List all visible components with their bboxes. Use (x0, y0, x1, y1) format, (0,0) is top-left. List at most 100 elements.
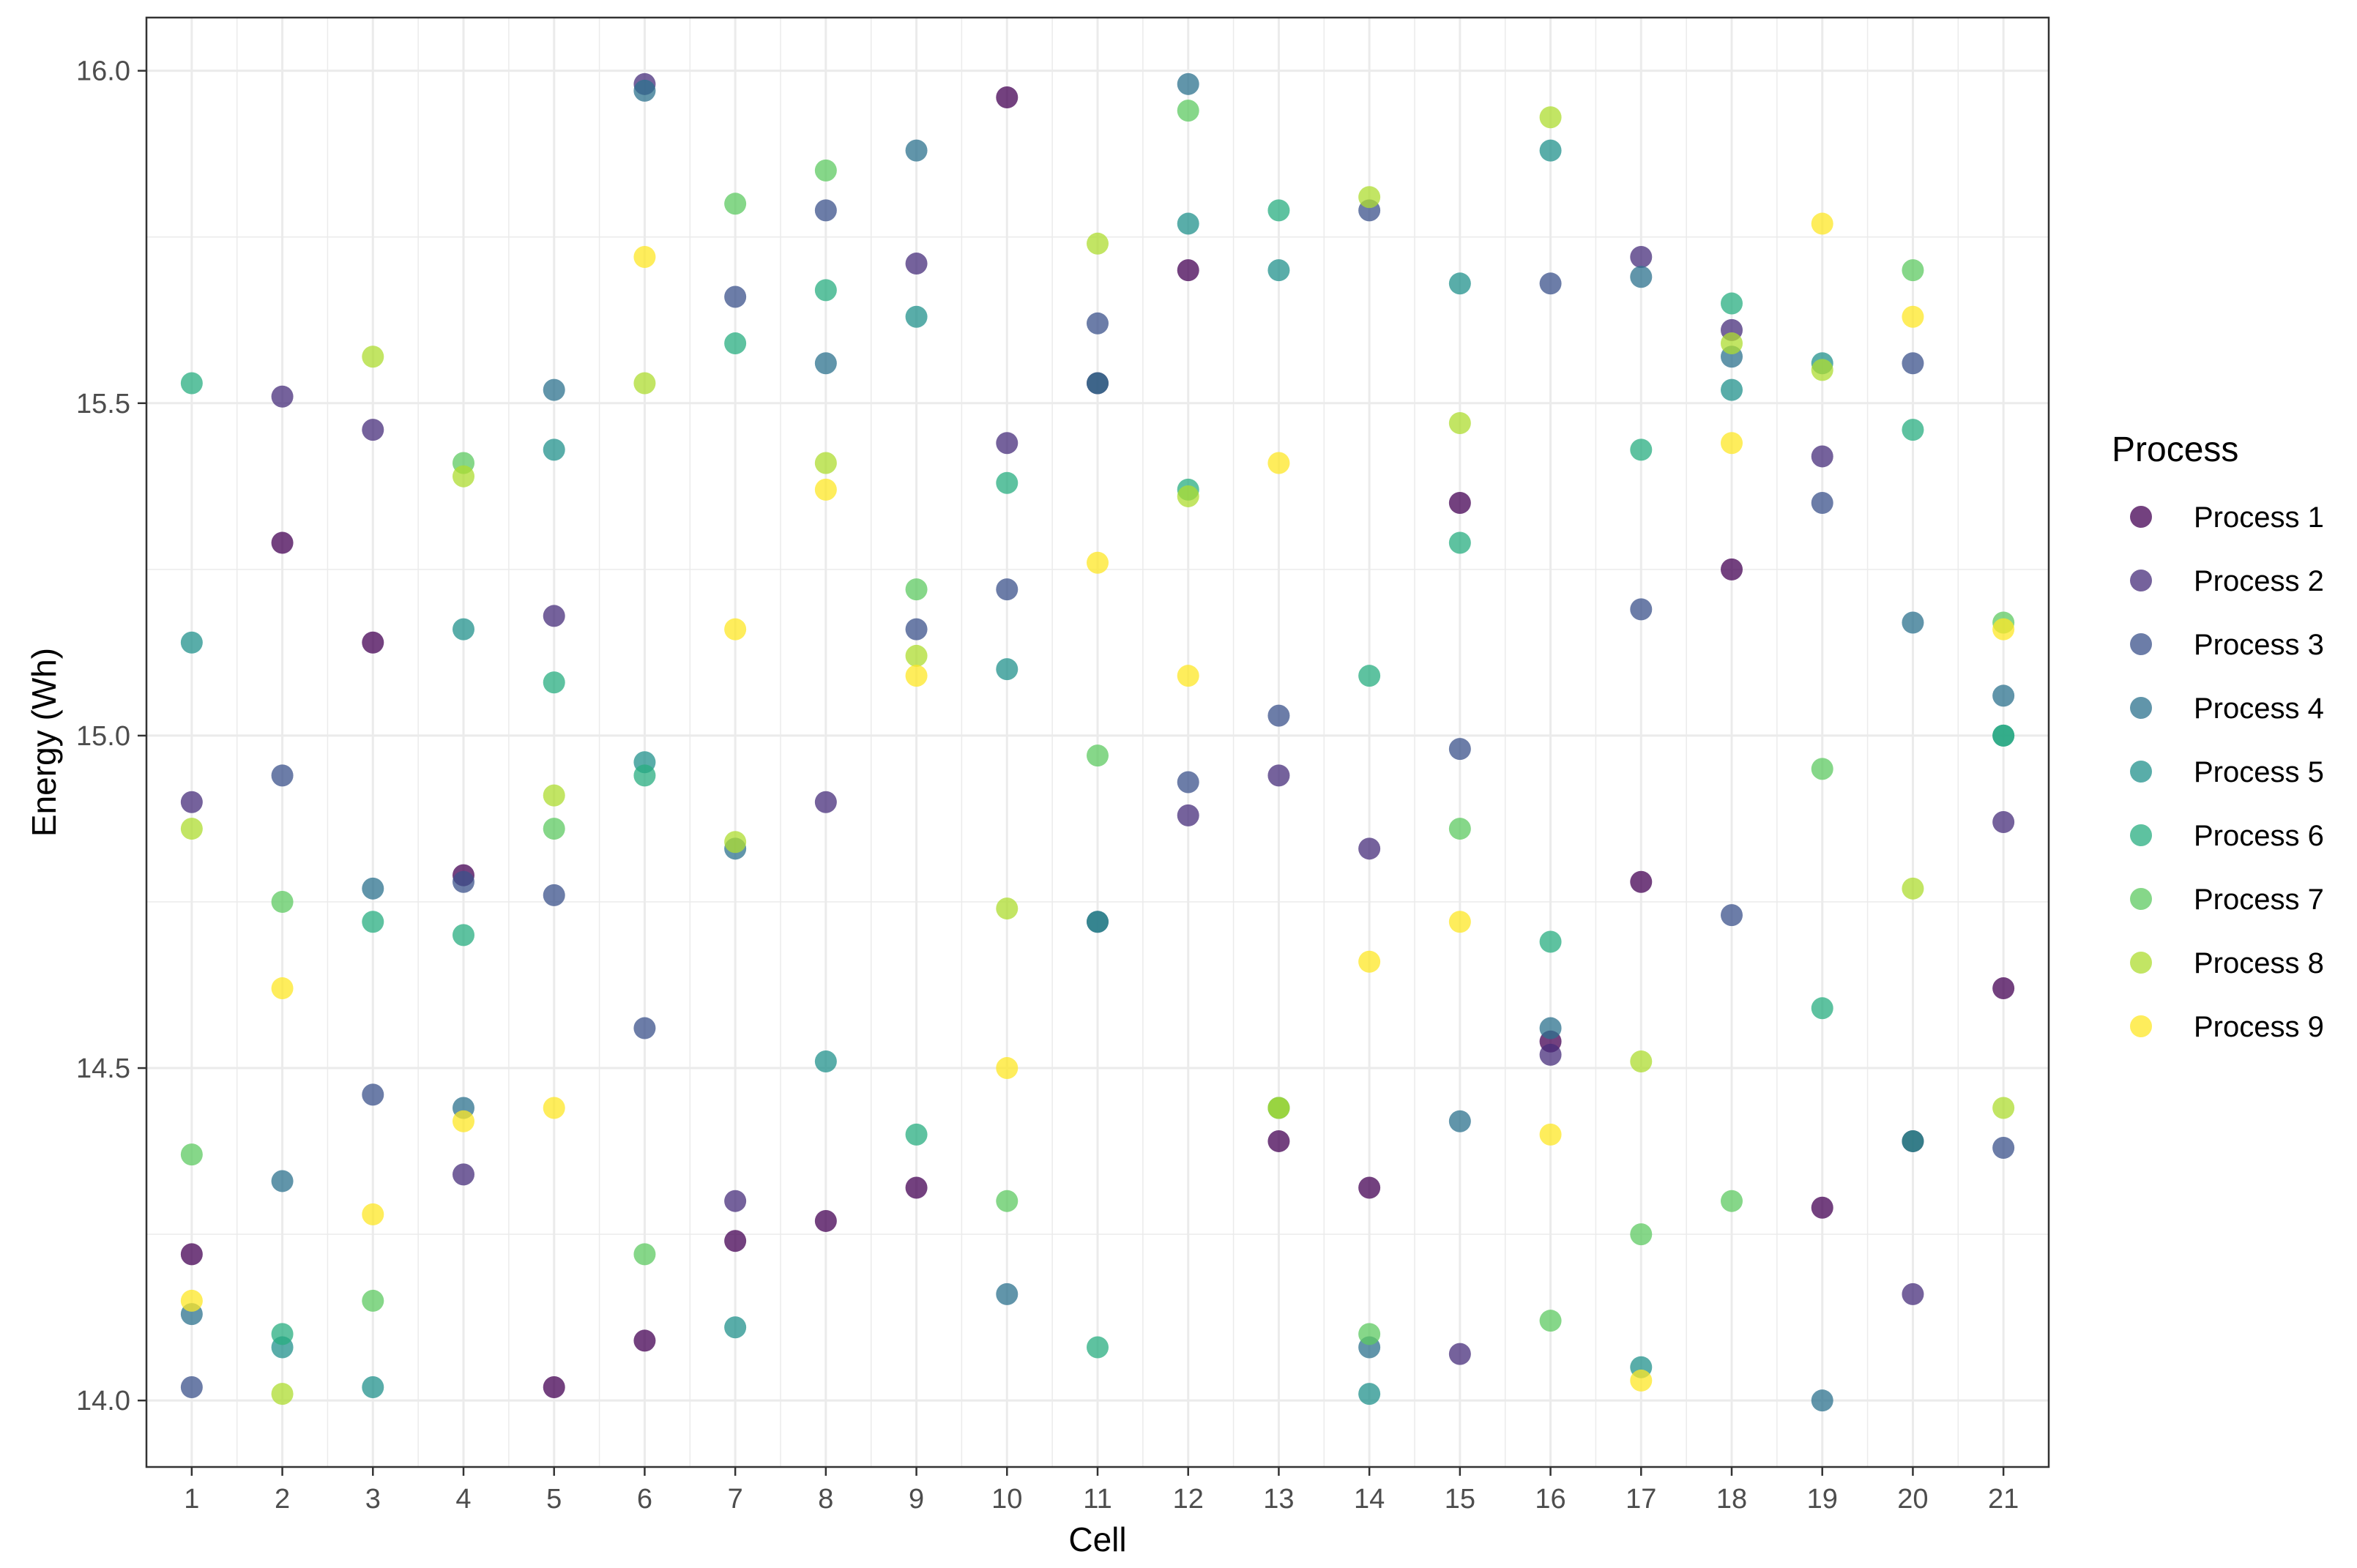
data-point (1539, 1043, 1562, 1066)
data-point (453, 1110, 474, 1132)
data-point (1902, 1283, 1924, 1305)
data-point (1267, 1130, 1290, 1152)
data-point (362, 346, 384, 368)
legend-items: Process 1 Process 2 Process 3 Process 4 Proc… (2130, 501, 2324, 1043)
data-point (1448, 911, 1471, 933)
data-point (724, 1316, 747, 1339)
data-point (180, 1143, 203, 1166)
data-point (633, 1329, 656, 1352)
data-point (1992, 684, 2015, 707)
data-point (271, 1170, 294, 1192)
data-point (996, 1057, 1019, 1080)
legend-swatch (2130, 824, 2152, 846)
y-axis-title: Energy (Wh) (25, 648, 63, 837)
data-point (1811, 212, 1833, 235)
data-point (362, 1083, 384, 1106)
data-point (180, 372, 203, 395)
data-point (814, 199, 837, 222)
legend-swatch (2130, 952, 2152, 974)
x-tick-label: 8 (818, 1484, 833, 1515)
data-point (1448, 1110, 1471, 1132)
data-point (1267, 452, 1290, 474)
legend-swatch (2130, 697, 2152, 719)
data-point (1992, 618, 2015, 641)
data-point (453, 870, 474, 893)
data-point (1811, 1196, 1833, 1219)
data-point (543, 378, 565, 401)
data-point (271, 1323, 294, 1345)
data-point (996, 897, 1019, 920)
data-point (1721, 332, 1743, 355)
x-tick-label: 11 (1083, 1484, 1112, 1515)
data-point (1721, 432, 1743, 455)
data-point (1630, 438, 1653, 461)
data-point (543, 884, 565, 906)
data-point (1811, 997, 1833, 1020)
data-point (1902, 259, 1924, 282)
data-point (905, 618, 928, 641)
data-point (814, 478, 837, 501)
legend-swatch (2130, 633, 2152, 655)
data-point (814, 1050, 837, 1072)
data-point (1267, 1097, 1290, 1119)
data-point (1811, 492, 1833, 515)
data-point (362, 419, 384, 441)
data-point (996, 658, 1019, 681)
data-point (1087, 1336, 1109, 1359)
data-point (905, 1123, 928, 1146)
x-tick-label: 2 (275, 1484, 290, 1515)
x-tick-label: 12 (1173, 1484, 1204, 1515)
data-point (1721, 558, 1743, 580)
data-point (905, 139, 928, 162)
x-tick-label: 16 (1535, 1484, 1565, 1515)
data-point (1630, 870, 1653, 893)
data-point (1448, 531, 1471, 554)
data-point (543, 784, 565, 807)
data-point (1992, 1137, 2015, 1160)
data-point (1448, 412, 1471, 435)
legend-swatch (2130, 761, 2152, 783)
data-point (1267, 704, 1290, 727)
data-point (1721, 1190, 1743, 1212)
data-point (1267, 199, 1290, 222)
data-point (543, 818, 565, 840)
data-point (905, 665, 928, 687)
data-point (543, 1376, 565, 1399)
data-point (1539, 272, 1562, 295)
x-tick-label: 14 (1354, 1484, 1385, 1515)
data-point (1630, 1223, 1653, 1246)
y-tick-label: 14.0 (76, 1386, 130, 1416)
data-point (1448, 818, 1471, 840)
data-point (1811, 445, 1833, 468)
data-point (1902, 305, 1924, 328)
data-point (814, 352, 837, 375)
data-point (633, 372, 656, 395)
data-point (1448, 272, 1471, 295)
y-tick-label: 15.5 (76, 389, 130, 419)
data-point (1721, 378, 1743, 401)
x-tick-label: 4 (455, 1484, 471, 1515)
data-point (1630, 266, 1653, 288)
data-point (905, 578, 928, 601)
data-point (1992, 810, 2015, 833)
legend-swatch (2130, 1015, 2152, 1037)
data-point (180, 1289, 203, 1312)
data-point (724, 1230, 747, 1252)
data-point (724, 332, 747, 355)
data-point (1087, 312, 1109, 335)
legend-swatch (2130, 888, 2152, 910)
y-tick-label: 14.5 (76, 1053, 130, 1084)
data-point (453, 924, 474, 947)
data-point (1087, 911, 1109, 933)
data-point (1177, 485, 1199, 507)
data-point (362, 911, 384, 933)
data-point (633, 1017, 656, 1039)
data-point (814, 279, 837, 302)
data-point (453, 1163, 474, 1186)
legend-label: Process 1 (2194, 501, 2324, 534)
grid-major (146, 18, 2049, 1467)
data-point (1358, 837, 1381, 860)
data-point (633, 1243, 656, 1266)
data-point (1177, 72, 1199, 95)
